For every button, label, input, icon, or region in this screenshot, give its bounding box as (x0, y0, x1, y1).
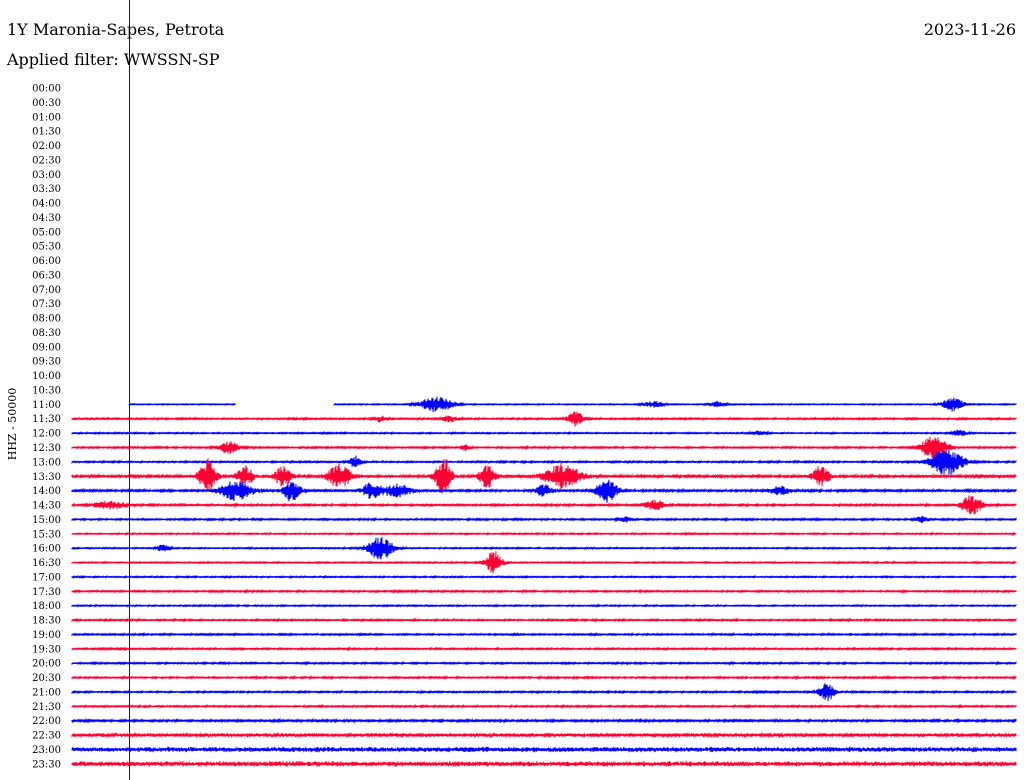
seismic-traces (71, 396, 1017, 768)
trace-row-1900 (71, 631, 1017, 638)
station-title: 1Y Maronia-Sapes, Petrota (7, 20, 225, 39)
trace-row-2030 (71, 674, 1017, 681)
time-tick-label: 21:30 (32, 702, 61, 713)
filter-name: WWSSN-SP (123, 50, 220, 69)
time-tick-label: 22:30 (32, 731, 61, 742)
time-tick-label: 20:00 (32, 659, 61, 670)
trace-row-1130 (71, 411, 1017, 427)
trace-row-1500 (71, 515, 1017, 524)
trace-row-2100 (71, 683, 1017, 702)
trace-row-2000 (71, 660, 1017, 667)
trace-row-1200 (71, 429, 1017, 437)
time-tick-label: 08:00 (32, 314, 61, 325)
trace-row-1630 (71, 551, 1017, 574)
time-tick-label: 03:30 (32, 184, 61, 195)
time-tick-label: 04:00 (32, 199, 61, 210)
time-tick-label: 09:00 (32, 342, 61, 353)
time-tick-label: 06:00 (32, 256, 61, 267)
time-tick-label: 03:00 (32, 170, 61, 181)
trace-row-1400 (71, 479, 1017, 503)
time-tick-label: 02:00 (32, 141, 61, 152)
time-tick-label: 10:00 (32, 371, 61, 382)
time-tick-label: 01:30 (32, 127, 61, 138)
filter-label: Applied filter: (7, 50, 119, 69)
trace-row-2130 (71, 703, 1017, 710)
time-tick-label: 14:00 (32, 486, 61, 497)
time-tick-label: 15:00 (32, 515, 61, 526)
time-tick-label: 17:30 (32, 587, 61, 598)
time-tick-label: 21:00 (32, 687, 61, 698)
trace-row-2230 (71, 731, 1017, 739)
trace-row-2200 (71, 717, 1017, 724)
time-tick-label: 00:30 (32, 98, 61, 109)
time-tick-label: 01:00 (32, 112, 61, 123)
time-tick-label: 10:30 (32, 385, 61, 396)
y-axis-label: HHZ - 50000 (6, 388, 19, 461)
time-tick-label: 23:30 (32, 759, 61, 770)
time-tick-label: 11:30 (32, 414, 61, 425)
time-tick-label: 17:00 (32, 572, 61, 583)
time-tick-label: 16:00 (32, 544, 61, 555)
time-tick-label: 07:30 (32, 299, 61, 310)
trace-row-1800 (71, 603, 1017, 609)
time-tick-label: 12:30 (32, 443, 61, 454)
trace-row-1300 (71, 448, 1017, 476)
time-tick-label: 07:00 (32, 285, 61, 296)
time-tick-label: 08:30 (32, 328, 61, 339)
trace-row-1100 (128, 396, 1017, 412)
time-tick-label: 13:30 (32, 472, 61, 483)
time-tick-label: 19:30 (32, 644, 61, 655)
time-tick-label: 23:00 (32, 745, 61, 756)
trace-row-1330 (71, 458, 1017, 494)
time-tick-label: 16:30 (32, 558, 61, 569)
trace-row-1530 (71, 531, 1017, 537)
time-tick-label: 02:30 (32, 155, 61, 166)
time-tick-label: 20:30 (32, 673, 61, 684)
time-tick-label: 13:00 (32, 457, 61, 468)
filter-info: Applied filter: WWSSN-SP (7, 52, 220, 68)
trace-row-1230 (71, 436, 1017, 462)
time-tick-label: 18:30 (32, 616, 61, 627)
trace-row-1700 (71, 574, 1017, 580)
trace-row-1730 (71, 588, 1017, 595)
time-tick-label: 11:00 (32, 400, 61, 411)
time-tick-label: 06:30 (32, 270, 61, 281)
trace-row-2300 (71, 746, 1017, 753)
time-tick-label: 04:30 (32, 213, 61, 224)
time-axis-labels: 00:00 00:30 01:00 01:30 02:00 02:30 03:00 03:30… (32, 84, 61, 771)
time-tick-label: 15:30 (32, 529, 61, 540)
time-tick-label: 05:30 (32, 242, 61, 253)
trace-row-1600 (71, 537, 1017, 560)
trace-row-1430 (71, 495, 1017, 515)
time-tick-label: 19:00 (32, 630, 61, 641)
time-tick-label: 00:00 (32, 84, 61, 95)
time-tick-label: 09:30 (32, 357, 61, 368)
trace-row-1830 (71, 617, 1017, 623)
trace-row-2330 (71, 760, 1017, 768)
time-tick-label: 14:30 (32, 501, 61, 512)
time-tick-label: 12:00 (32, 429, 61, 440)
date-label: 2023-11-26 (923, 20, 1016, 39)
time-tick-label: 05:00 (32, 227, 61, 238)
time-tick-label: 22:00 (32, 716, 61, 727)
trace-row-1930 (71, 646, 1017, 652)
time-tick-label: 18:00 (32, 601, 61, 612)
